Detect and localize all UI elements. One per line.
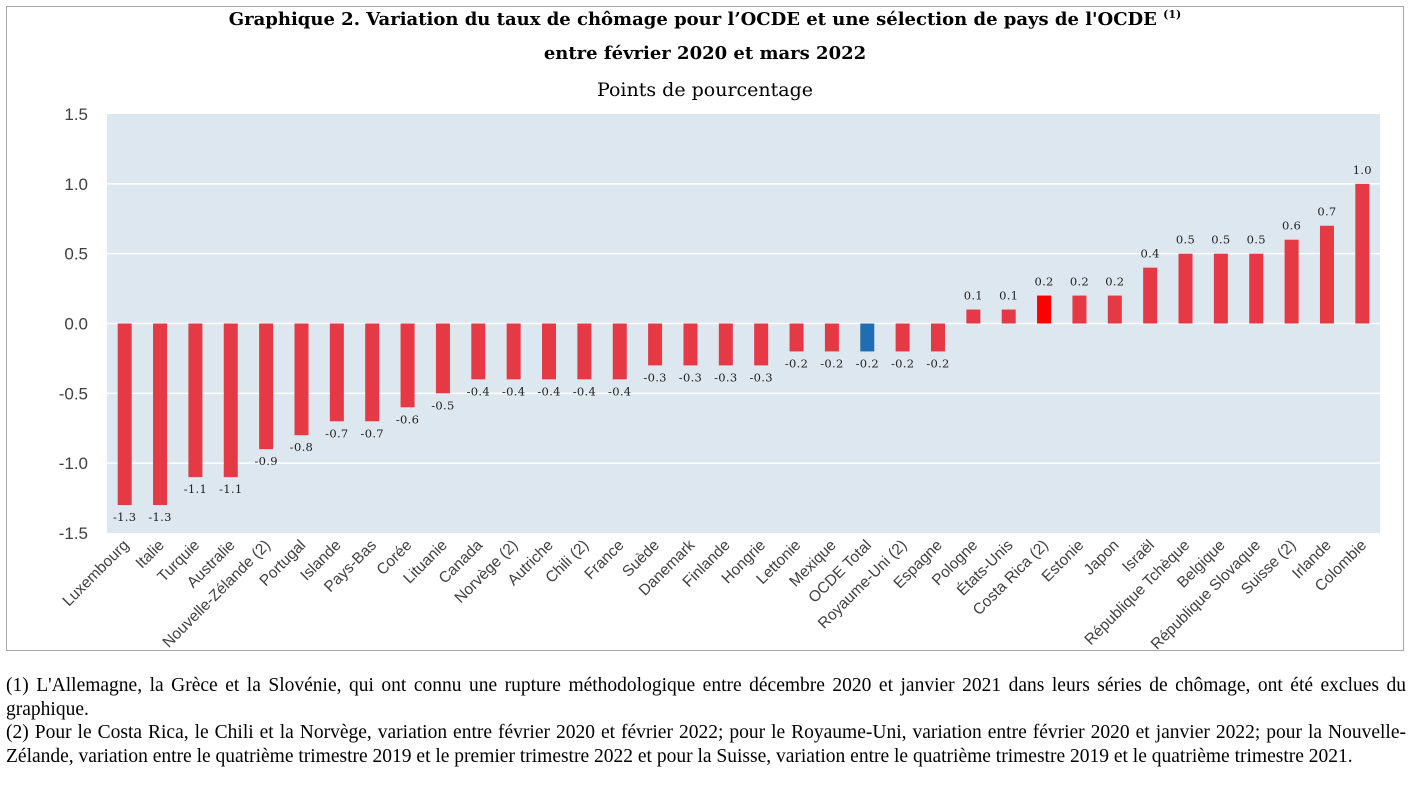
bar bbox=[1249, 253, 1264, 324]
bar bbox=[612, 323, 627, 380]
x-tick-label: France bbox=[581, 537, 627, 583]
data-label: -0.5 bbox=[431, 398, 454, 412]
bar bbox=[1107, 295, 1122, 324]
bar bbox=[1072, 295, 1087, 324]
bar bbox=[259, 323, 274, 450]
bar bbox=[329, 323, 344, 422]
data-label: -0.4 bbox=[573, 384, 596, 398]
data-label: -1.1 bbox=[184, 482, 207, 496]
bar bbox=[1355, 183, 1370, 324]
data-label: 0.2 bbox=[1105, 275, 1124, 289]
data-label: 0.4 bbox=[1141, 247, 1160, 261]
data-label: -0.4 bbox=[537, 384, 560, 398]
data-label: 0.1 bbox=[999, 289, 1018, 303]
bar bbox=[365, 323, 380, 422]
data-label: 0.5 bbox=[1211, 233, 1230, 247]
bar bbox=[648, 323, 663, 366]
data-label: -0.2 bbox=[856, 356, 879, 370]
data-label: -0.7 bbox=[361, 426, 384, 440]
bar bbox=[577, 323, 592, 380]
bar bbox=[1143, 267, 1158, 324]
bar bbox=[400, 323, 415, 408]
x-tick-label: Japon bbox=[1081, 537, 1123, 579]
data-label: -0.3 bbox=[749, 370, 772, 384]
data-label: 1.0 bbox=[1353, 163, 1372, 177]
chart-subtitle: Points de pourcentage bbox=[596, 79, 814, 101]
bar-chart: 1.5 1.0 0.5 0.0 -0.5 -1.0 -1.5 -1.3 Luxembourg -1… bbox=[59, 105, 1380, 653]
footnote-2: (2) Pour le Costa Rica, le Chili et la N… bbox=[6, 722, 1406, 767]
bar bbox=[294, 323, 309, 436]
data-label: -1.1 bbox=[219, 482, 242, 496]
y-tick-label: 0.0 bbox=[64, 315, 88, 334]
chart-frame bbox=[6, 6, 1404, 651]
data-label: 0.6 bbox=[1282, 219, 1301, 233]
bar bbox=[1178, 253, 1193, 324]
data-label: -0.8 bbox=[290, 440, 313, 454]
data-label: -1.3 bbox=[113, 510, 136, 524]
bar bbox=[683, 323, 698, 366]
chart-title-line2: entre février 2020 et mars 2022 bbox=[543, 43, 867, 64]
bar bbox=[895, 323, 910, 352]
data-label: -0.2 bbox=[820, 356, 843, 370]
bar bbox=[1319, 225, 1334, 324]
data-label: -0.4 bbox=[502, 384, 525, 398]
bar bbox=[1037, 295, 1052, 324]
y-tick-label: -1.0 bbox=[59, 454, 88, 473]
data-label: -0.7 bbox=[325, 426, 348, 440]
data-label: 0.7 bbox=[1317, 205, 1336, 219]
x-tick-label: Luxembourg bbox=[60, 537, 133, 610]
data-label: -0.2 bbox=[785, 356, 808, 370]
chart-title: Graphique 2. Variation du taux de chômag… bbox=[6, 9, 1404, 30]
data-label: 0.2 bbox=[1070, 275, 1089, 289]
bar bbox=[718, 323, 733, 366]
footnotes: (1) L'Allemagne, la Grèce et la Slovénie… bbox=[6, 674, 1406, 768]
bar bbox=[188, 323, 203, 478]
bar bbox=[1213, 253, 1228, 324]
data-label: -0.4 bbox=[608, 384, 631, 398]
data-label: 0.5 bbox=[1247, 233, 1266, 247]
data-label: -0.3 bbox=[679, 370, 702, 384]
bar bbox=[506, 323, 521, 380]
data-label: -1.3 bbox=[148, 510, 171, 524]
data-label: -0.6 bbox=[396, 412, 419, 426]
data-label: -0.9 bbox=[254, 454, 277, 468]
bar bbox=[223, 323, 238, 478]
bar bbox=[789, 323, 804, 352]
bar bbox=[1001, 309, 1016, 324]
chart-title-text: Graphique 2. Variation du taux de chômag… bbox=[228, 9, 1157, 30]
data-label: -0.3 bbox=[643, 370, 666, 384]
bar bbox=[117, 323, 132, 506]
data-label: -0.2 bbox=[926, 356, 949, 370]
y-tick-label: 0.5 bbox=[64, 245, 88, 264]
data-label: -0.3 bbox=[714, 370, 737, 384]
bar bbox=[435, 323, 450, 394]
y-tick-label: 1.0 bbox=[64, 175, 88, 194]
chart-title-footnote-ref: (1) bbox=[1163, 8, 1182, 21]
data-label: -0.2 bbox=[891, 356, 914, 370]
y-tick-label: -1.5 bbox=[59, 524, 88, 543]
bar bbox=[754, 323, 769, 366]
data-label: -0.4 bbox=[467, 384, 490, 398]
y-tick-label: 1.5 bbox=[64, 105, 88, 124]
bar bbox=[824, 323, 839, 352]
data-label: 0.1 bbox=[964, 289, 983, 303]
bar bbox=[153, 323, 168, 506]
bar bbox=[860, 323, 875, 352]
bar bbox=[471, 323, 486, 380]
data-label: 0.5 bbox=[1176, 233, 1195, 247]
data-label: 0.2 bbox=[1034, 275, 1053, 289]
bar bbox=[966, 309, 981, 324]
footnote-1: (1) L'Allemagne, la Grèce et la Slovénie… bbox=[6, 675, 1406, 720]
bar bbox=[542, 323, 557, 380]
y-tick-label: -0.5 bbox=[59, 384, 88, 403]
bar bbox=[930, 323, 945, 352]
bar bbox=[1284, 239, 1299, 324]
